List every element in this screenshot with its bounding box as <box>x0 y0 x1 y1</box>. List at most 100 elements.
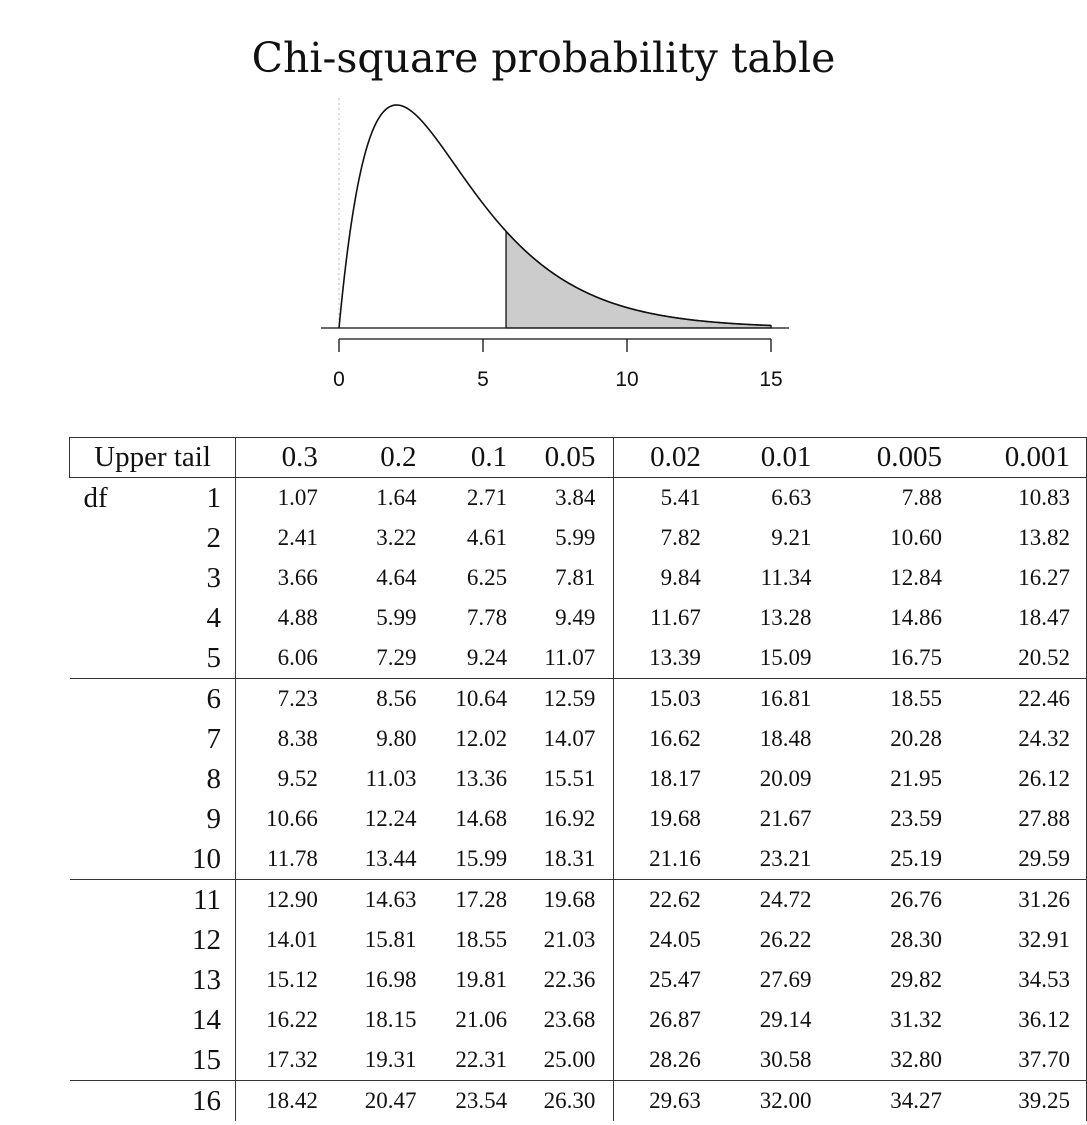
df-cell: 3 <box>69 558 237 598</box>
upper-tail-header: 0.005 <box>841 437 983 478</box>
critical-value-cell: 31.26 <box>982 879 1087 920</box>
critical-value-cell: 21.67 <box>759 806 812 831</box>
critical-value-cell: 16.92 <box>507 799 615 839</box>
df-cell: 6 <box>69 678 237 719</box>
critical-value-cell: 15.81 <box>364 927 417 952</box>
upper-tail-header: 0.02 <box>613 437 725 478</box>
critical-value-cell: 28.26 <box>649 1047 701 1072</box>
df-cell: 7 <box>69 719 237 759</box>
critical-value-cell: 5.99 <box>376 605 417 630</box>
critical-value-cell: 23.21 <box>759 846 812 871</box>
critical-value-cell: 14.01 <box>266 927 318 952</box>
critical-value-cell: 19.31 <box>364 1047 417 1072</box>
df-cell: 12 <box>69 920 237 960</box>
critical-value-cell: 3.22 <box>376 525 417 550</box>
critical-value-cell: 15.09 <box>759 645 812 670</box>
critical-value-cell: 9.84 <box>660 565 701 590</box>
critical-value-cell: 16.22 <box>266 1007 318 1032</box>
critical-value-cell: 12.90 <box>235 879 330 920</box>
header-row: Upper tail 0.3 0.2 0.1 0.05 0.02 0.01 0.005 0.0… <box>68 437 1087 478</box>
critical-value-cell: 11.07 <box>507 638 615 679</box>
critical-value-cell: 18.42 <box>235 1080 330 1121</box>
critical-value-cell: 12.24 <box>364 806 417 831</box>
critical-value-cell: 26.30 <box>507 1080 615 1121</box>
upper-tail-header: 0.05 <box>507 437 615 478</box>
critical-value-cell: 13.36 <box>455 766 508 791</box>
critical-value-cell: 13.39 <box>649 645 701 670</box>
x-axis-tick-label: 15 <box>759 368 782 391</box>
critical-value-cell: 26.76 <box>841 879 983 920</box>
df-cell: df 1 <box>69 477 237 518</box>
df-value: 12 <box>192 923 222 956</box>
critical-value-cell: 7.82 <box>660 525 701 550</box>
critical-value-cell: 34.53 <box>982 960 1087 1000</box>
critical-value-cell: 10.83 <box>982 477 1087 518</box>
table-row: df 1 1.07 1.64 2.71 3.84 5.41 6.63 7.88 10.83 <box>69 477 1087 518</box>
critical-value-cell: 14.68 <box>455 806 508 831</box>
critical-value-cell: 5.41 <box>660 485 701 510</box>
upper-tail-shaded-area <box>505 229 772 329</box>
x-axis: 0 5 10 15 <box>333 338 783 391</box>
critical-value-cell: 27.88 <box>982 799 1087 839</box>
table-row: 15 17.32 19.31 22.31 25.00 28.26 30.58 32.80 37.… <box>69 1040 1087 1081</box>
critical-value-cell: 26.12 <box>982 759 1087 799</box>
table-row: 7 8.38 9.80 12.02 14.07 16.62 18.48 20.28 24.32 <box>69 719 1087 759</box>
df-cell: 8 <box>69 759 237 799</box>
critical-value-cell: 7.29 <box>376 645 417 670</box>
critical-value-cell: 10.60 <box>890 525 943 550</box>
df-value: 5 <box>206 641 222 674</box>
table-row: 4 4.88 5.99 7.78 9.49 11.67 13.28 14.86 18.47 <box>69 598 1087 638</box>
critical-value-cell: 10.66 <box>266 806 318 831</box>
critical-value-cell: 18.47 <box>982 598 1087 638</box>
critical-value-cell: 7.78 <box>466 605 508 630</box>
critical-value-cell: 13.82 <box>982 518 1087 558</box>
critical-value-cell: 21.06 <box>455 1007 508 1032</box>
critical-value-cell: 11.78 <box>267 846 318 871</box>
table-row: 10 11.78 13.44 15.99 18.31 21.16 23.21 25.19 29.… <box>69 839 1087 880</box>
critical-value-cell: 18.48 <box>759 726 812 751</box>
df-cell: 16 <box>69 1080 237 1121</box>
critical-value-cell: 37.70 <box>982 1040 1087 1081</box>
upper-tail-label: Upper tail <box>68 437 237 478</box>
table-row: 8 9.52 11.03 13.36 15.51 18.17 20.09 21.95 26.12 <box>69 759 1087 799</box>
critical-value-cell: 20.47 <box>329 1080 421 1121</box>
critical-value-cell: 29.59 <box>982 839 1087 880</box>
critical-value-cell: 16.27 <box>982 558 1087 598</box>
critical-value-cell: 20.09 <box>759 766 812 791</box>
critical-value-cell: 28.30 <box>890 927 943 952</box>
critical-value-cell: 22.36 <box>507 960 615 1000</box>
critical-value-cell: 26.87 <box>649 1007 701 1032</box>
critical-value-cell: 25.00 <box>507 1040 615 1081</box>
critical-value-cell: 18.17 <box>649 766 701 791</box>
critical-value-cell: 9.49 <box>507 598 615 638</box>
df-cell: 13 <box>69 960 237 1000</box>
critical-value-cell: 27.69 <box>759 967 812 992</box>
critical-value-cell: 15.03 <box>613 678 725 719</box>
df-value: 7 <box>206 722 222 755</box>
critical-value-cell: 32.91 <box>982 920 1087 960</box>
critical-value-cell: 22.46 <box>982 678 1087 719</box>
critical-value-cell: 18.55 <box>841 678 983 719</box>
critical-value-cell: 21.95 <box>890 766 943 791</box>
critical-value-cell: 31.32 <box>890 1007 943 1032</box>
critical-value-cell: 23.54 <box>420 1080 508 1121</box>
critical-value-cell: 29.63 <box>613 1080 725 1121</box>
critical-value-cell: 2.41 <box>277 525 318 550</box>
critical-value-cell: 21.16 <box>649 846 701 871</box>
critical-value-cell: 24.72 <box>724 879 842 920</box>
critical-value-cell: 16.62 <box>649 726 701 751</box>
critical-value-cell: 6.25 <box>466 565 508 590</box>
critical-value-cell: 10.64 <box>420 678 508 719</box>
critical-value-cell: 5.99 <box>507 518 615 558</box>
critical-value-cell: 39.25 <box>982 1080 1087 1121</box>
critical-value-cell: 29.14 <box>759 1007 812 1032</box>
df-cell: 11 <box>69 879 237 920</box>
critical-value-cell: 20.28 <box>890 726 943 751</box>
critical-value-cell: 24.05 <box>649 927 701 952</box>
df-cell: 9 <box>69 799 237 839</box>
critical-value-cell: 19.68 <box>507 879 615 920</box>
critical-value-cell: 9.24 <box>466 645 508 670</box>
critical-value-cell: 12.84 <box>890 565 943 590</box>
critical-value-cell: 1.64 <box>376 485 417 510</box>
critical-value-cell: 8.56 <box>329 678 421 719</box>
